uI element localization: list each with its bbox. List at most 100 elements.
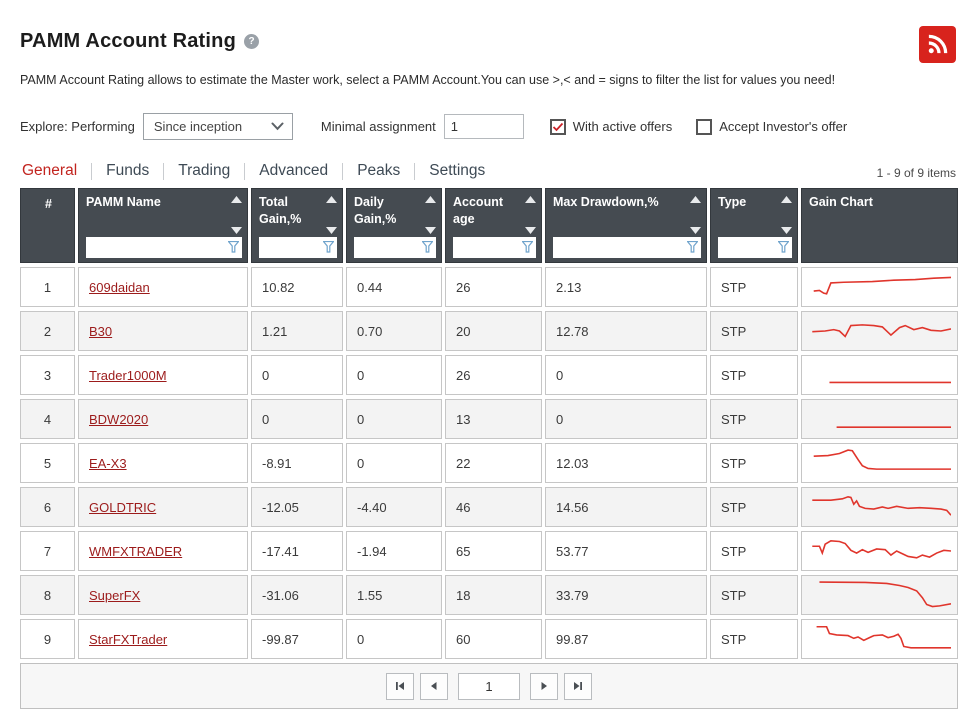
sort-arrows[interactable]: [231, 194, 242, 234]
sort-asc-icon[interactable]: [690, 196, 701, 203]
filter-funnel-icon[interactable]: [778, 241, 789, 253]
help-icon[interactable]: ?: [244, 34, 260, 49]
cell-gain-chart: [801, 267, 958, 307]
table-row: 3 Trader1000M 0 0 26 0 STP: [20, 355, 958, 395]
column-header-name[interactable]: PAMM Name: [78, 188, 248, 263]
accept-investors-offer-checkbox[interactable]: Accept Investor's offer: [696, 118, 847, 135]
column-header-daily_gain[interactable]: Daily Gain,%: [346, 188, 442, 263]
filter-wrap: [718, 237, 792, 258]
pamm-name-link[interactable]: B30: [89, 323, 113, 339]
cell-daily-gain: -1.94: [346, 531, 442, 571]
pamm-name-link[interactable]: BDW2020: [89, 411, 149, 427]
sort-arrows[interactable]: [525, 194, 536, 234]
table-row: 9 StarFXTrader -99.87 0 60 99.87 STP: [20, 619, 958, 659]
cell-pamm-name: WMFXTRADER: [78, 531, 248, 571]
tab-peaks[interactable]: Peaks: [357, 162, 401, 179]
filter-funnel-icon[interactable]: [522, 241, 533, 253]
pamm-name-link[interactable]: 609daidan: [89, 279, 150, 295]
cell-account-age: 46: [445, 487, 542, 527]
sort-desc-icon[interactable]: [231, 227, 242, 234]
sort-desc-icon[interactable]: [690, 227, 701, 234]
sort-arrows[interactable]: [690, 194, 701, 234]
filter-input-account_age[interactable]: [453, 237, 536, 258]
sort-asc-icon[interactable]: [781, 196, 792, 203]
rss-button[interactable]: [919, 26, 956, 63]
tab-separator: [244, 162, 246, 180]
sort-desc-icon[interactable]: [326, 227, 337, 234]
sort-desc-icon[interactable]: [425, 227, 436, 234]
cell-pamm-name: Trader1000M: [78, 355, 248, 395]
sort-arrows[interactable]: [781, 194, 792, 234]
cell-daily-gain: 1.55: [346, 575, 442, 615]
pamm-name-link[interactable]: StarFXTrader: [89, 631, 168, 647]
pamm-name-link[interactable]: GOLDTRIC: [89, 499, 157, 515]
column-label: Daily Gain,%: [354, 195, 397, 226]
cell-account-age: 22: [445, 443, 542, 483]
filter-funnel-icon[interactable]: [422, 241, 433, 253]
tab-separator: [414, 162, 416, 180]
filter-input-name[interactable]: [86, 237, 242, 258]
tab-separator: [91, 162, 93, 180]
cell-type: STP: [710, 619, 798, 659]
first-page-button[interactable]: [386, 672, 414, 700]
tab-funds[interactable]: Funds: [106, 162, 150, 179]
table-row: 7 WMFXTRADER -17.41 -1.94 65 53.77 STP: [20, 531, 958, 571]
column-header-account_age[interactable]: Account age: [445, 188, 542, 263]
pamm-name-link[interactable]: SuperFX: [89, 587, 141, 603]
sort-asc-icon[interactable]: [231, 196, 242, 203]
last-page-button[interactable]: [564, 672, 592, 700]
tab-trading[interactable]: Trading: [178, 162, 231, 179]
column-label: PAMM Name: [86, 195, 161, 209]
column-label: Account age: [453, 195, 503, 226]
rss-icon: [928, 34, 948, 54]
with-active-offers-checkbox[interactable]: With active offers: [549, 118, 673, 135]
sort-arrows[interactable]: [425, 194, 436, 234]
page-number-input[interactable]: [458, 672, 520, 700]
page-header: PAMM Account Rating ? PAMM Account Ratin…: [20, 18, 958, 87]
minimal-assignment-input[interactable]: [443, 114, 524, 139]
column-header-type[interactable]: Type: [710, 188, 798, 263]
cell-type: STP: [710, 575, 798, 615]
tabs-row: General Funds Trading Advanced Peaks Settings…: [20, 162, 958, 180]
cell-gain-chart: [801, 487, 958, 527]
sort-asc-icon[interactable]: [326, 196, 337, 203]
checkmark-icon: [552, 122, 563, 131]
tab-advanced[interactable]: Advanced: [259, 162, 329, 179]
filter-funnel-icon[interactable]: [323, 241, 334, 253]
table-row: 5 EA-X3 -8.91 0 22 12.03 STP: [20, 443, 958, 483]
checkbox-label: With active offers: [572, 119, 673, 134]
filter-funnel-icon[interactable]: [228, 241, 239, 253]
column-header-max_drawdown[interactable]: Max Drawdown,%: [545, 188, 707, 263]
next-page-button[interactable]: [530, 672, 558, 700]
filter-funnel-icon[interactable]: [687, 241, 698, 253]
sort-asc-icon[interactable]: [525, 196, 536, 203]
sort-asc-icon[interactable]: [425, 196, 436, 203]
sort-desc-icon[interactable]: [781, 227, 792, 234]
cell-pamm-name: B30: [78, 311, 248, 351]
period-select[interactable]: Since inception: [142, 113, 293, 140]
filter-input-daily_gain[interactable]: [354, 237, 436, 258]
sort-arrows[interactable]: [326, 194, 337, 234]
column-header-idx: #: [20, 188, 75, 263]
cell-max-drawdown: 53.77: [545, 531, 707, 571]
sort-desc-icon[interactable]: [525, 227, 536, 234]
column-header-total_gain[interactable]: Total Gain,%: [251, 188, 343, 263]
tab-general[interactable]: General: [22, 162, 78, 179]
checkbox-box[interactable]: [696, 118, 713, 135]
page-title: PAMM Account Rating: [20, 30, 237, 52]
filter-input-type[interactable]: [718, 237, 792, 258]
pamm-name-link[interactable]: Trader1000M: [89, 367, 167, 383]
column-label: Gain Chart: [809, 195, 873, 209]
tab-settings[interactable]: Settings: [429, 162, 486, 179]
checkbox-box[interactable]: [549, 118, 566, 135]
pamm-name-link[interactable]: WMFXTRADER: [89, 543, 183, 559]
prev-page-button[interactable]: [420, 672, 448, 700]
filter-input-max_drawdown[interactable]: [553, 237, 701, 258]
pamm-rating-grid: # PAMM Name Total Gain,% Daily Gain,% Accoun…: [20, 188, 958, 709]
cell-type: STP: [710, 531, 798, 571]
column-label: Max Drawdown,%: [553, 195, 659, 209]
filter-input-total_gain[interactable]: [259, 237, 337, 258]
table-row: 8 SuperFX -31.06 1.55 18 33.79 STP: [20, 575, 958, 615]
pamm-name-link[interactable]: EA-X3: [89, 455, 127, 471]
gain-sparkline: [808, 622, 951, 656]
